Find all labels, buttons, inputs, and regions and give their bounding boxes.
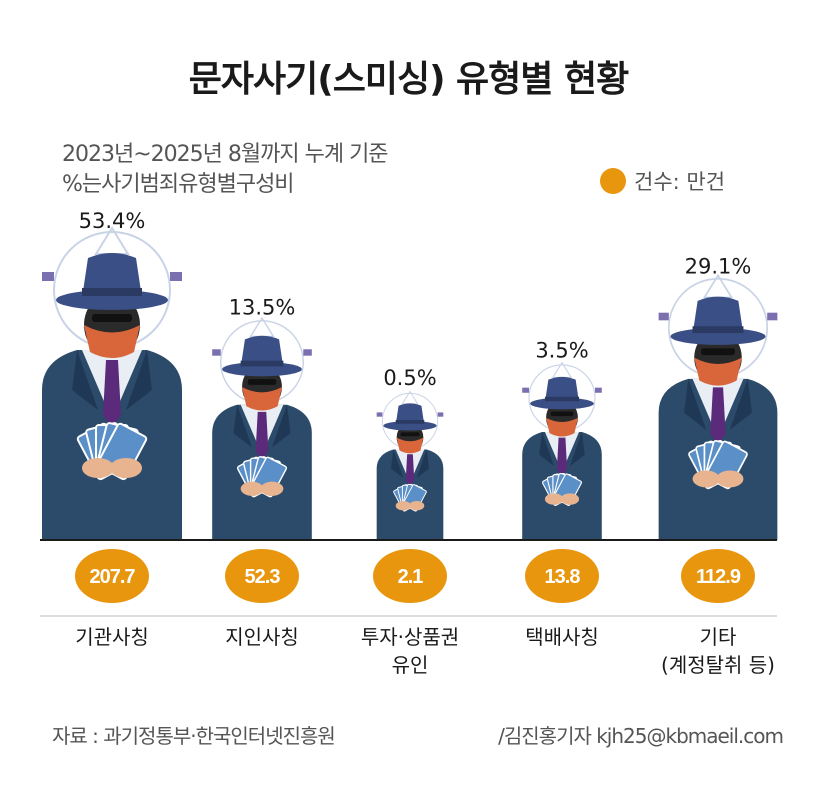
category-label: 유인 (392, 653, 429, 677)
halo-envelope-left (658, 312, 669, 321)
hand-left (240, 481, 264, 496)
halo-envelope-left (212, 349, 221, 356)
lapel-left (72, 350, 98, 410)
mask (694, 357, 742, 386)
hand-right (409, 500, 425, 511)
lapel-right (569, 431, 585, 467)
count-label: 52.3 (245, 566, 281, 588)
count-label: 13.8 (545, 566, 581, 588)
percent-label: 53.4% (79, 209, 146, 233)
mask (396, 437, 424, 454)
count-label: 112.9 (696, 566, 741, 588)
sunglasses (550, 411, 574, 417)
percent-label: 0.5% (383, 366, 436, 390)
count-label: 2.1 (398, 566, 424, 588)
hat-crown (82, 253, 142, 298)
scammer-figure (212, 316, 312, 540)
hand-right (716, 470, 744, 488)
tie (556, 437, 568, 477)
subtitle-line-2: %는사기범죄유형별구성비 (62, 172, 295, 197)
chart-title: 문자사기(스미싱) 유형별 현황 (188, 59, 629, 100)
scammer-figure (376, 390, 444, 540)
hand-left (82, 458, 114, 478)
mask (242, 387, 282, 411)
sunglasses (92, 314, 132, 322)
lapel-right (126, 350, 152, 410)
count-badge (225, 549, 299, 603)
hand-left (395, 500, 411, 511)
count-badge (75, 549, 149, 603)
category-label: 투자·상품권 (361, 625, 459, 649)
category-label: 기관사칭 (75, 625, 149, 649)
count-badge (525, 549, 599, 603)
halo-envelope-left (522, 387, 530, 393)
halo-envelope-left (42, 272, 54, 281)
mask (84, 325, 140, 358)
hat-crown (240, 335, 284, 368)
lapel-left (539, 431, 555, 467)
hat-crown (544, 376, 580, 403)
sunglasses (701, 348, 735, 356)
percent-label: 13.5% (229, 296, 296, 320)
count-badge (373, 549, 447, 603)
hat-crown (692, 296, 744, 335)
count-badge (681, 549, 755, 603)
halo-envelope-left (376, 412, 383, 417)
lapel-left (684, 378, 707, 430)
tie (255, 411, 269, 461)
legend: 건수: 만건 (600, 166, 725, 196)
subtitle-line-1: 2023년~2025년 8월까지 누계 기준 (62, 142, 389, 167)
credit-note: /김진홍기자 kjh25@kbmaeil.com (498, 724, 784, 748)
legend-dot-icon (600, 168, 626, 194)
halo-envelope-right (767, 312, 778, 321)
percent-label: 29.1% (685, 255, 752, 279)
hand-right (560, 493, 580, 505)
hand-right (260, 481, 284, 496)
hat-band (692, 326, 744, 334)
category-label: 지인사칭 (225, 625, 299, 649)
hand-left (544, 493, 564, 505)
hat-band (82, 288, 142, 296)
hand-left (692, 470, 720, 488)
category-label: 택배사칭 (525, 625, 599, 649)
scammer-figure (522, 361, 602, 540)
hat-band (240, 360, 284, 367)
hat-crown (395, 403, 425, 425)
category-label: (계정탈취 등) (661, 653, 775, 677)
halo-envelope-right (303, 349, 312, 356)
sunglasses (400, 432, 420, 437)
lapel-right (729, 378, 752, 430)
legend-label: 건수: 만건 (634, 170, 726, 194)
scammer-figure (658, 273, 778, 540)
sunglasses (247, 379, 277, 385)
chart-subtitle: 2023년~2025년 8월까지 누계 기준 %는사기범죄유형별구성비 (62, 140, 389, 200)
tie (405, 454, 415, 487)
halo-envelope-right (170, 272, 182, 281)
halo-envelope-right (437, 412, 444, 417)
lapel-left (233, 404, 253, 448)
halo-envelope-right (594, 387, 602, 393)
tie (710, 387, 726, 446)
mask (546, 417, 578, 437)
percent-label: 3.5% (535, 338, 588, 362)
hand-right (110, 458, 142, 478)
hat-band (395, 420, 425, 424)
lapel-right (271, 404, 291, 448)
count-label: 207.7 (89, 566, 135, 588)
scammer-figure (42, 226, 182, 540)
hat-band (544, 396, 580, 402)
source-note: 자료 : 과기정통부·한국인터넷진흥원 (52, 724, 336, 748)
tie (103, 360, 121, 428)
category-label: 기타 (700, 625, 737, 649)
lapel-right (416, 449, 430, 479)
lapel-left (390, 449, 404, 479)
